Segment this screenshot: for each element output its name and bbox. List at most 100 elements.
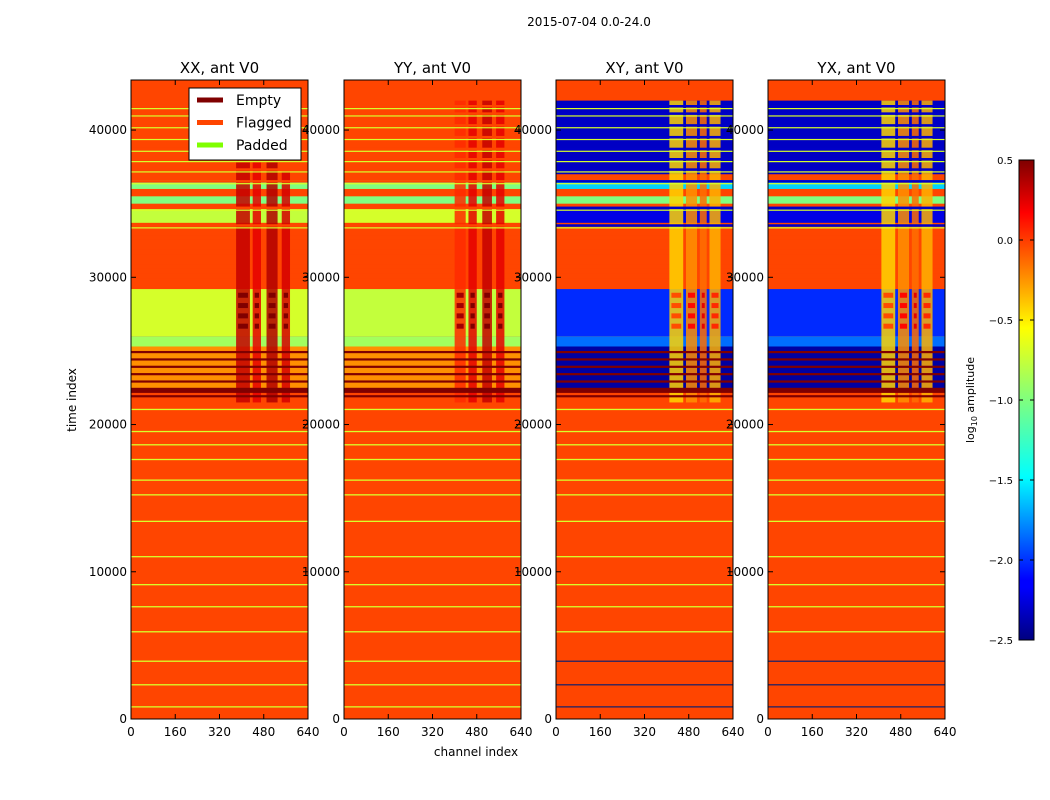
x-tick-label: 480 xyxy=(252,725,275,739)
header-line xyxy=(556,209,733,211)
header-row xyxy=(131,224,308,227)
x-tick-label: 160 xyxy=(589,725,612,739)
hot-spot xyxy=(283,303,289,309)
hot-spot xyxy=(283,323,289,329)
x-tick-label: 0 xyxy=(764,725,772,739)
data-band xyxy=(131,346,308,393)
flagged-stripe xyxy=(556,283,733,288)
header-line xyxy=(768,108,945,110)
empty-row xyxy=(131,387,308,390)
colorbar-tick-label: −1.5 xyxy=(989,476,1013,487)
header-line xyxy=(344,138,521,141)
flagged-stripe xyxy=(556,245,733,250)
thin-line xyxy=(768,584,945,586)
empty-row xyxy=(344,388,521,393)
y-tick-label: 30000 xyxy=(89,270,127,284)
x-tick-label: 480 xyxy=(677,725,700,739)
panel-title: XY, ant V0 xyxy=(605,59,683,77)
hot-spot xyxy=(456,303,464,309)
hot-spot xyxy=(883,292,894,298)
header-line xyxy=(556,183,733,185)
x-tick-label: 640 xyxy=(934,725,957,739)
hot-spot xyxy=(701,292,705,298)
hot-spot xyxy=(268,323,276,329)
header-line xyxy=(768,127,945,129)
thin-line xyxy=(131,631,308,633)
hot-spot xyxy=(899,313,908,319)
thin-line xyxy=(768,556,945,558)
thin-line xyxy=(556,660,733,662)
hot-spot xyxy=(687,303,696,309)
y-tick-label: 10000 xyxy=(89,565,127,579)
y-tick-label: 20000 xyxy=(514,418,552,432)
x-tick-label: 320 xyxy=(208,725,231,739)
header-line xyxy=(131,183,308,185)
hot-spot xyxy=(268,313,276,319)
header-line xyxy=(768,171,945,173)
thin-line xyxy=(768,520,945,523)
header-line xyxy=(344,183,521,185)
data-band xyxy=(131,196,308,204)
flagged-stripe xyxy=(556,235,733,240)
y-tick-label: 20000 xyxy=(302,418,340,432)
header-line xyxy=(556,138,733,141)
thin-line xyxy=(344,520,521,523)
header-line xyxy=(556,127,733,129)
hot-spot xyxy=(456,313,464,319)
colorbar-tick-label: −0.5 xyxy=(989,316,1013,327)
thin-line xyxy=(768,458,945,461)
thin-line xyxy=(344,479,521,481)
flagged-stripe xyxy=(768,254,945,259)
y-tick-label: 40000 xyxy=(514,123,552,137)
thin-line xyxy=(768,660,945,662)
header-row xyxy=(556,105,733,108)
flagged-stripe xyxy=(344,235,521,240)
hot-spot xyxy=(484,303,490,309)
empty-row xyxy=(344,373,521,376)
legend-label-flagged: Flagged xyxy=(236,116,292,132)
thin-line xyxy=(768,494,945,496)
header-line xyxy=(768,209,945,211)
y-tick-label: 40000 xyxy=(302,123,340,137)
empty-row xyxy=(768,365,945,368)
header-line xyxy=(131,227,308,229)
x-tick-label: 160 xyxy=(377,725,400,739)
empty-row xyxy=(344,350,521,354)
thin-line xyxy=(768,606,945,608)
hot-spot xyxy=(283,292,289,298)
header-line xyxy=(768,161,945,163)
hot-channel xyxy=(496,100,505,403)
hot-channel xyxy=(454,100,466,403)
colorbar-tick-label: 0.5 xyxy=(997,156,1013,167)
hot-channel xyxy=(921,100,933,403)
thin-line xyxy=(556,584,733,586)
data-band xyxy=(768,336,945,347)
thin-line xyxy=(131,520,308,523)
y-tick-label: 30000 xyxy=(726,270,764,284)
hot-spot xyxy=(883,323,894,329)
legend-label-padded: Padded xyxy=(236,138,288,154)
empty-row xyxy=(556,365,733,368)
y-tick-label: 40000 xyxy=(726,123,764,137)
thin-line xyxy=(344,606,521,608)
hot-spot xyxy=(913,323,917,329)
thin-line xyxy=(131,494,308,496)
flagged-stripe xyxy=(768,235,945,240)
hot-spot xyxy=(883,303,894,309)
colorbar-tick-label: −1.0 xyxy=(989,396,1013,407)
hot-spot xyxy=(923,313,931,319)
header-line xyxy=(556,171,733,173)
thin-line xyxy=(131,606,308,608)
empty-row xyxy=(131,373,308,376)
x-tick-label: 0 xyxy=(340,725,348,739)
data-band xyxy=(131,180,308,189)
thin-line xyxy=(556,494,733,496)
thin-line xyxy=(556,706,733,708)
empty-row xyxy=(131,365,308,368)
hot-spot xyxy=(711,303,719,309)
empty-row xyxy=(131,395,308,398)
empty-row xyxy=(768,380,945,383)
thin-line xyxy=(344,430,521,433)
flagged-stripe xyxy=(768,273,945,279)
header-row xyxy=(344,224,521,227)
